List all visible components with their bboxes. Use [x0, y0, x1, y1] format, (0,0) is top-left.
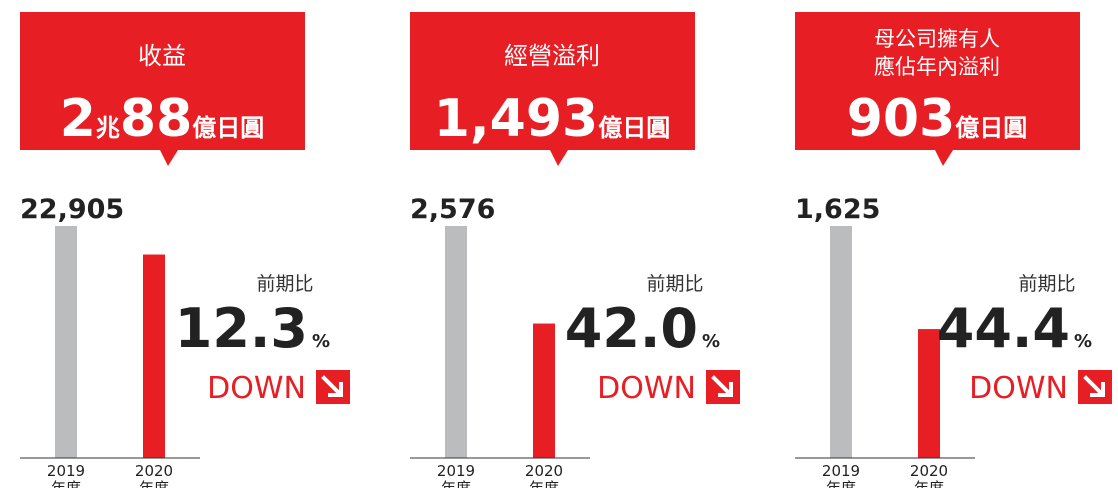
headline-number: 903	[847, 89, 956, 149]
panel-title: 收益	[138, 42, 186, 70]
panel: 母公司擁有人應佔年內溢利903億日圓1,6252019年度2020年度前期比44…	[795, 12, 1112, 488]
category-label: 2020	[910, 462, 948, 480]
bar	[918, 329, 940, 458]
panel-title: 經營溢利	[504, 42, 600, 70]
headline: 2兆88億日圓	[60, 89, 265, 149]
callout-box	[410, 12, 695, 166]
category-label: 年度	[51, 479, 81, 488]
change-unit: %	[312, 331, 330, 352]
headline-number: 2	[60, 89, 96, 149]
bar	[830, 226, 852, 458]
down-arrow	[711, 375, 733, 397]
change-value: 44.4	[937, 297, 1070, 360]
direction: DOWN	[597, 371, 696, 406]
category-label: 2020	[135, 462, 173, 480]
headline-unit: 億日圓	[955, 114, 1027, 142]
headline-unit: 億日圓	[192, 114, 264, 142]
category-label: 年度	[529, 479, 559, 488]
bar	[55, 226, 77, 458]
direction: DOWN	[207, 371, 306, 406]
direction: DOWN	[969, 371, 1068, 406]
headline-unit: 億日圓	[598, 114, 670, 142]
headline: 903億日圓	[847, 89, 1028, 149]
headline-unit: 兆	[96, 114, 120, 142]
callout-box	[20, 12, 305, 166]
change-value: 12.3	[175, 297, 308, 360]
category-label: 年度	[914, 479, 944, 488]
category-label: 2019	[47, 462, 85, 480]
panel-title: 應佔年內溢利	[874, 55, 1000, 79]
category-label: 2019	[437, 462, 475, 480]
change-unit: %	[1074, 331, 1092, 352]
value-label: 22,905	[20, 194, 124, 225]
down-arrow	[1083, 375, 1105, 397]
headline: 1,493億日圓	[434, 89, 670, 149]
category-label: 年度	[826, 479, 856, 488]
value-label: 2,576	[410, 194, 495, 225]
category-label: 年度	[441, 479, 471, 488]
headline-number: 88	[120, 89, 192, 149]
category-label: 年度	[139, 479, 169, 488]
callout-box	[795, 12, 1080, 166]
value-label: 1,625	[795, 194, 880, 225]
bar	[143, 254, 165, 458]
down-arrow	[321, 375, 343, 397]
category-label: 2019	[822, 462, 860, 480]
bar	[533, 323, 555, 458]
change-label: 前期比	[256, 273, 313, 295]
change-label: 前期比	[1018, 273, 1075, 295]
panel-title: 母公司擁有人	[874, 27, 1000, 51]
change-unit: %	[702, 331, 720, 352]
category-label: 2020	[525, 462, 563, 480]
change-value: 42.0	[565, 297, 698, 360]
headline-number: 1,493	[434, 89, 598, 149]
bar	[445, 226, 467, 458]
change-label: 前期比	[646, 273, 703, 295]
